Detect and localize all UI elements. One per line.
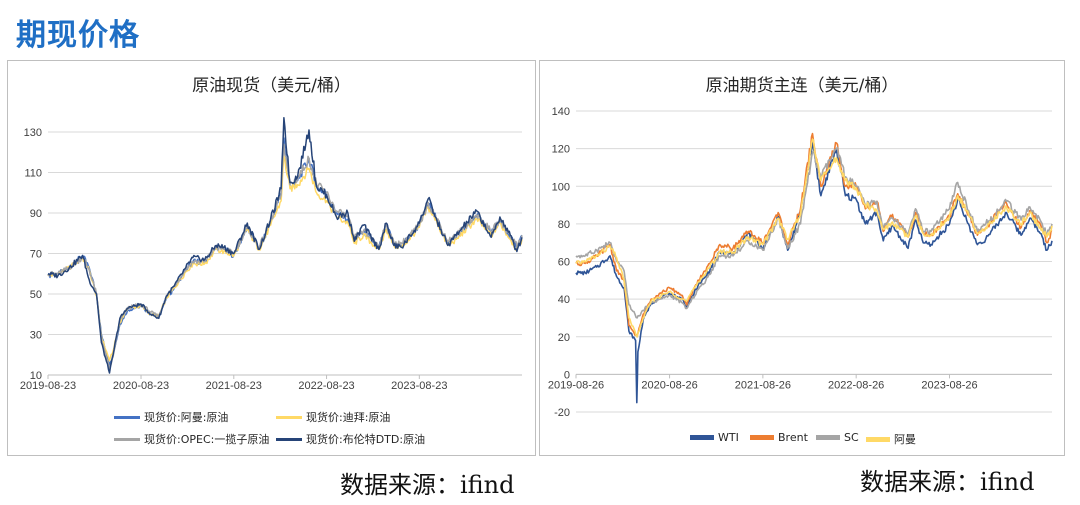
legend-label: 阿曼 <box>894 433 916 446</box>
series-line <box>575 140 1053 404</box>
x-tick-label: 2022-08-23 <box>298 380 354 392</box>
y-tick-label: 30 <box>30 330 42 342</box>
chart-title: 原油期货主连（美元/桶） <box>705 76 899 96</box>
legend-item: SC <box>816 431 859 444</box>
y-tick-label: 130 <box>24 127 42 139</box>
legend-label: SC <box>844 431 859 444</box>
y-tick-label: 0 <box>564 369 570 381</box>
y-tick-label: 10 <box>30 370 42 382</box>
legend-swatch <box>866 436 890 442</box>
y-tick-label: 90 <box>30 208 42 220</box>
y-tick-label: 80 <box>558 219 570 231</box>
series-line <box>47 117 523 374</box>
legend-item: 现货价:布伦特DTD:原油 <box>276 431 425 447</box>
legend-label: Brent <box>778 431 808 444</box>
legend-item: Brent <box>750 431 808 444</box>
legend-swatch <box>750 435 774 440</box>
x-tick-label: 2021-08-23 <box>206 380 262 392</box>
legend-label: 现货价:阿曼:原油 <box>144 411 229 424</box>
y-tick-label: 20 <box>558 332 570 344</box>
y-tick-label: 60 <box>558 257 570 269</box>
x-tick-label: 2019-08-23 <box>20 380 76 392</box>
x-tick-label: 2023-08-26 <box>921 379 977 391</box>
chart-title: 原油现货（美元/桶） <box>192 76 351 96</box>
x-tick-label: 2021-08-26 <box>735 379 791 391</box>
legend-item: 现货价:OPEC:一揽子原油 <box>114 431 269 447</box>
legend-swatch <box>690 435 714 440</box>
legend-label: 现货价:布伦特DTD:原油 <box>306 433 426 446</box>
y-tick-label: 50 <box>30 289 42 301</box>
x-tick-label: 2020-08-23 <box>113 380 169 392</box>
legend-label: WTI <box>718 431 739 444</box>
page-title: 期现价格 <box>16 18 140 53</box>
legend-item: WTI <box>690 431 739 444</box>
legend-item: 现货价:阿曼:原油 <box>114 409 228 425</box>
legend-swatch <box>276 437 302 441</box>
futures-price-chart: -20 0 20 40 60 80 100 120 140 2019-08-26 2020-08-2… <box>548 106 1053 419</box>
legend-item: 现货价:迪拜:原油 <box>276 409 390 425</box>
y-tick-label: 70 <box>30 249 42 261</box>
y-tick-label: 100 <box>552 181 570 193</box>
y-tick-label: -20 <box>554 407 570 419</box>
x-tick-label: 2022-08-26 <box>828 379 884 391</box>
spot-price-chart-panel: 原油现货（美元/桶） 10 30 50 70 90 110 130 2019-08-23 202… <box>7 60 536 456</box>
y-tick-label: 40 <box>558 294 570 306</box>
spot-price-chart: 10 30 50 70 90 110 130 2019-08-23 2020-08-23 2021… <box>20 117 523 392</box>
series-line <box>47 143 523 370</box>
x-tick-label: 2023-08-23 <box>391 380 447 392</box>
legend-swatch <box>114 437 140 441</box>
legend-swatch <box>816 435 840 440</box>
legend-item: 阿曼 <box>866 431 916 447</box>
x-tick-label: 2020-08-26 <box>641 379 697 391</box>
series-line <box>575 146 1053 319</box>
y-tick-label: 120 <box>552 144 570 156</box>
legend-label: 现货价:OPEC:一揽子原油 <box>144 433 270 446</box>
data-source-left: 数据来源：ifind <box>340 471 515 499</box>
legend-swatch <box>114 415 140 419</box>
legend-label: 现货价:迪拜:原油 <box>306 411 391 424</box>
futures-price-chart-panel: 原油期货主连（美元/桶） -20 0 20 40 60 80 100 120 140 2019-0… <box>539 60 1065 456</box>
y-tick-label: 140 <box>552 106 570 118</box>
series-line <box>575 138 1053 338</box>
y-tick-label: 110 <box>24 168 42 180</box>
legend-swatch <box>276 415 302 419</box>
data-source-right: 数据来源：ifind <box>860 468 1035 496</box>
x-tick-label: 2019-08-26 <box>548 379 604 391</box>
